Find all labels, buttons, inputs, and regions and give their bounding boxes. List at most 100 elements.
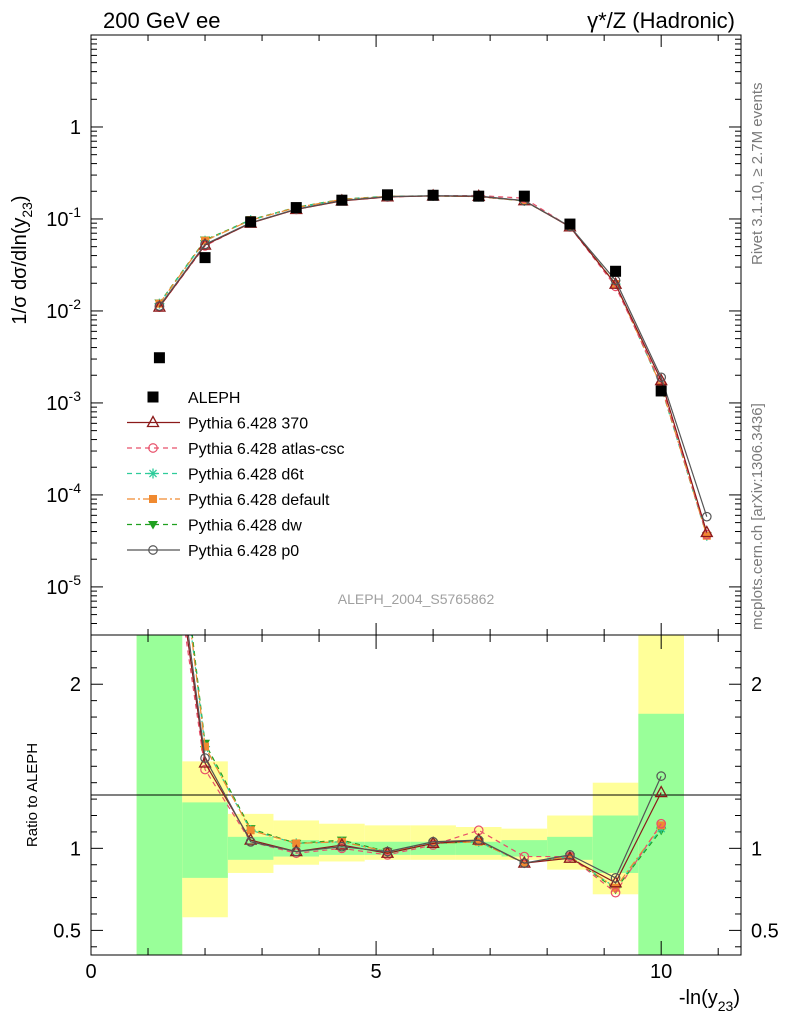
legend-label-dw: Pythia 6.428 dw [188,518,302,535]
mcplots-label: mcplots.cern.ch [arXiv:1306.3436] [749,403,766,630]
ratio-point-p0-4 [337,841,347,852]
point-aleph-4 [336,194,348,206]
ratio-point-default-2 [246,826,255,835]
legend-marker-d6t [148,468,158,479]
ratio-line-p0 [187,635,662,879]
ratio-series-p0 [187,635,667,883]
ratio-frame [90,634,742,956]
ratio-point-atlas_csc-10 [610,887,621,898]
main-ylabel: 1/σ dσ/dln(y23) [9,195,35,324]
svg-text:1/σ dσ/dln(y23): 1/σ dσ/dln(y23) [9,195,35,324]
legend-marker-default [149,495,157,503]
legend-marker-aleph [147,391,159,403]
band-inner-8 [501,840,548,857]
point-p370-12 [700,525,714,538]
point-aleph-1 [199,252,211,264]
legend-item-aleph: ALEPH [147,390,240,407]
ratio-point-default-7 [474,837,483,846]
main-ytick-label: 10-5 [46,572,81,599]
ratio-point-default-11 [657,821,666,830]
series-aleph [153,189,712,648]
legend-label-default: Pythia 6.428 default [188,492,330,509]
legend-marker-atlas_csc [148,443,158,453]
ratio-point-default-1 [201,742,210,751]
legend-marker-dw [148,521,158,530]
ratio-point-default-3 [292,839,301,848]
legend-marker-p0 [148,545,158,555]
legend-item-default: Pythia 6.428 default [127,492,330,509]
legend-item-d6t: Pythia 6.428 d6t [127,467,304,484]
ratio-point-p370-11 [654,785,668,798]
ratio-point-p0-2 [245,836,256,847]
point-aleph-3 [290,202,302,214]
legend-item-dw: Pythia 6.428 dw [127,518,302,535]
point-aleph-12 [701,637,712,648]
point-p0-1 [200,239,210,250]
point-default-12 [702,531,711,540]
point-aleph-9 [564,218,576,230]
line-default [158,195,708,536]
ratio-point-d6t-0 [154,367,164,377]
main-panel: 10-5 10-4 10-3 10-2 10-1 1 ALEPH_2004_S576586… [9,34,742,648]
point-aleph-0 [153,352,165,364]
point-default-0 [155,299,164,308]
point-p370-11 [654,373,668,386]
ratio-point-p0-7 [473,835,484,845]
series-dw [154,192,712,541]
legend-item-p0: Pythia 6.428 p0 [127,543,299,560]
ratio-point-p370-4 [335,837,349,850]
legend-label-atlas_csc: Pythia 6.428 atlas-csc [188,441,345,458]
band-inner-10 [592,815,639,873]
ratio-point-p0-3 [291,846,302,857]
header-left-title: 200 GeV ee [103,8,220,33]
series-atlas_csc [154,190,712,540]
series-d6t [154,190,712,541]
ratio-series-dw [191,635,667,895]
ratio-ytick-label: 1 [70,838,81,860]
ratio-ytick-label-right: 0.5 [751,920,779,942]
ratio-ytick-label: 2 [70,674,81,696]
ratio-point-p0-8 [519,858,530,868]
legend-marker-p370 [146,415,160,428]
ratio-point-p0-10 [610,873,621,883]
legend-label-p370: Pythia 6.428 370 [188,416,308,433]
legend-label-d6t: Pythia 6.428 d6t [188,467,304,484]
ratio-line-atlas_csc [184,635,662,894]
point-p0-11 [656,372,667,383]
ratio-point-p0-9 [565,850,575,860]
ratio-point-atlas_csc-0 [155,450,164,459]
line-d6t [158,195,708,536]
point-default-1 [201,236,210,245]
ratio-point-p370-2 [244,832,258,845]
ratio-line-dw [191,635,662,891]
ratio-point-p0-5 [382,846,393,857]
legend: ALEPH Pythia 6.428 370 Pythia 6.428 atlas-… [127,390,345,560]
point-aleph-5 [381,189,393,201]
ratio-ytick-label-right: 1 [751,838,762,860]
line-atlas_csc [158,194,708,535]
ratio-xtick-label: 5 [371,961,382,983]
band-inner-1 [182,802,228,878]
ratio-xtick-label: 10 [650,961,672,983]
header-right-title: γ*/Z (Hadronic) [587,8,735,33]
ratio-point-p0-6 [428,836,438,847]
point-aleph-8 [518,190,530,202]
rivet-label: Rivet 3.1.10, ≥ 2.7M events [749,83,766,266]
series-p370 [152,188,714,538]
main-ytick-label: 10-4 [46,480,81,507]
ratio-point-p370-0 [154,432,165,442]
ratio-point-atlas_csc-11 [656,818,667,829]
ratio-point-atlas_csc-8 [519,851,530,862]
ratio-point-p370-9 [563,850,577,863]
legend-label-p0: Pythia 6.428 p0 [188,543,299,560]
svg-text:-ln(y23): -ln(y23) [679,987,740,1014]
ratio-ytick-label-right: 2 [751,674,762,696]
main-ytick-label: 10-3 [46,388,81,415]
band-inner-7 [455,841,502,855]
point-aleph-11 [655,385,667,397]
main-ytick-label: 10-2 [46,296,81,323]
legend-label-aleph: ALEPH [188,390,240,407]
main-ytick-label: 1 [70,117,81,139]
point-aleph-10 [610,265,622,277]
